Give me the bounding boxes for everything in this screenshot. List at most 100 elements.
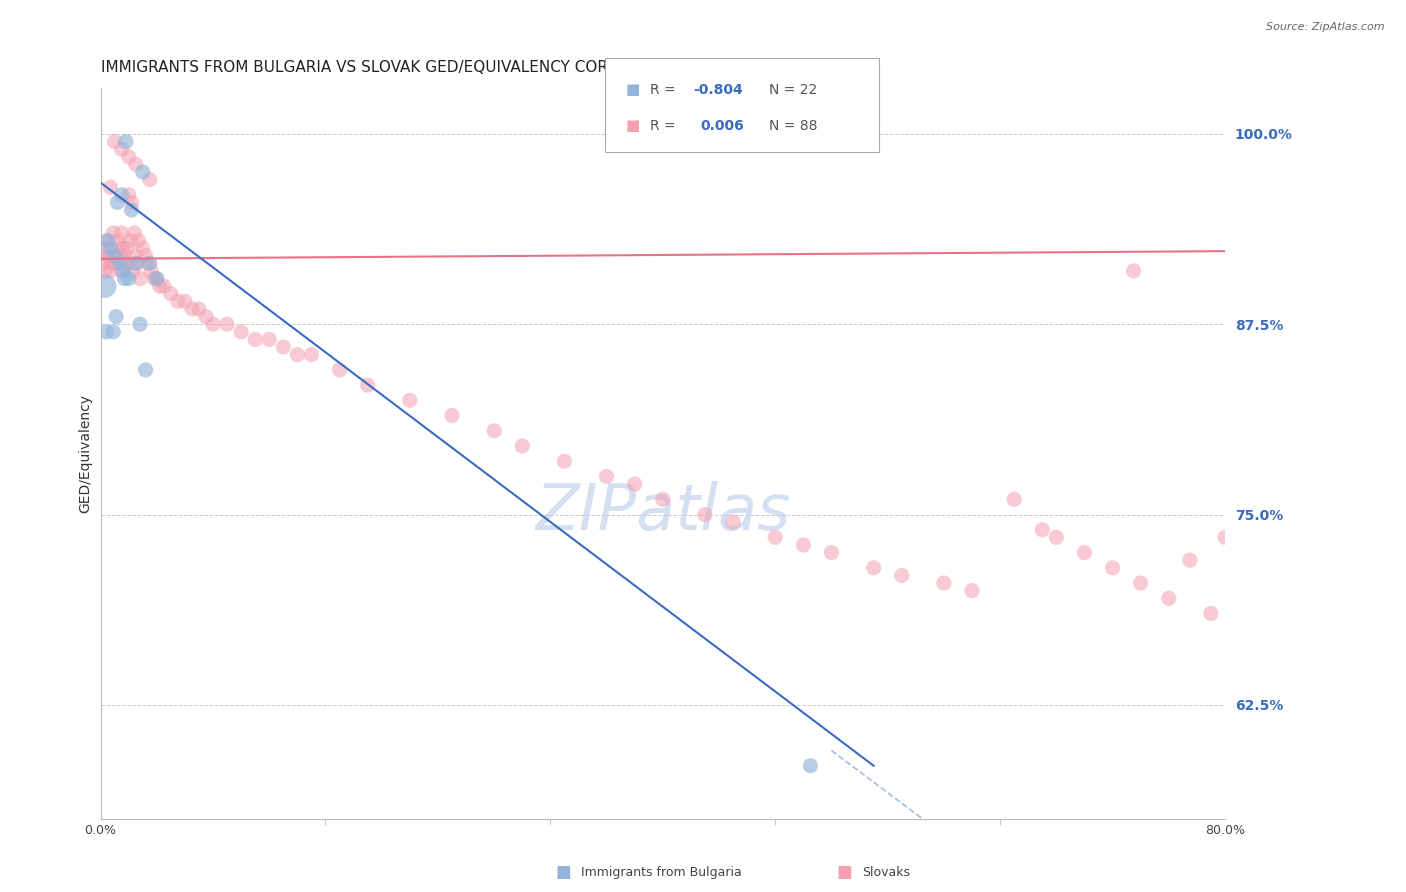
Point — [96, 325, 118, 339]
Point — [118, 271, 141, 285]
Point — [146, 271, 169, 285]
Point — [299, 348, 322, 362]
Point — [107, 195, 129, 210]
Point — [721, 515, 744, 529]
Point — [100, 264, 122, 278]
Point — [96, 241, 118, 255]
Point — [356, 378, 378, 392]
Point — [1178, 553, 1201, 567]
Point — [1199, 607, 1222, 621]
Point — [105, 249, 128, 263]
Point — [202, 317, 225, 331]
Point — [149, 279, 172, 293]
Point — [115, 256, 138, 270]
Point — [114, 271, 136, 285]
Point — [115, 135, 138, 149]
Point — [932, 576, 955, 591]
Point — [1031, 523, 1053, 537]
Point — [231, 325, 253, 339]
Text: ■: ■ — [626, 119, 640, 134]
Point — [110, 249, 132, 263]
Point — [121, 202, 143, 217]
Text: ■: ■ — [837, 863, 852, 881]
Point — [127, 256, 149, 270]
Text: 0.006: 0.006 — [700, 119, 744, 133]
Point — [1002, 492, 1025, 507]
Point — [174, 294, 197, 309]
Point — [623, 477, 645, 491]
Point — [146, 271, 169, 285]
Point — [118, 150, 141, 164]
Point — [135, 249, 157, 263]
Point — [960, 583, 983, 598]
Point — [128, 234, 150, 248]
Point — [100, 241, 122, 255]
Point — [125, 249, 148, 263]
Point — [328, 363, 350, 377]
Point — [273, 340, 295, 354]
Point — [181, 301, 204, 316]
Point — [94, 279, 117, 293]
Point — [510, 439, 533, 453]
Point — [112, 241, 135, 255]
Point — [125, 157, 148, 171]
Point — [93, 256, 115, 270]
Point — [153, 279, 176, 293]
Point — [98, 249, 121, 263]
Point — [167, 294, 190, 309]
Point — [97, 234, 120, 248]
Text: ■: ■ — [626, 82, 640, 97]
Point — [862, 561, 884, 575]
Point — [651, 492, 673, 507]
Point — [122, 264, 145, 278]
Point — [125, 256, 148, 270]
Point — [143, 271, 166, 285]
Text: Slovaks: Slovaks — [862, 866, 910, 879]
Point — [97, 234, 120, 248]
Point — [398, 393, 420, 408]
Point — [259, 333, 281, 347]
Text: R =: R = — [650, 119, 683, 133]
Point — [107, 234, 129, 248]
Point — [104, 256, 127, 270]
Point — [110, 256, 132, 270]
Text: Source: ZipAtlas.com: Source: ZipAtlas.com — [1267, 22, 1385, 32]
Point — [440, 409, 463, 423]
Point — [118, 256, 141, 270]
Point — [100, 180, 122, 194]
Point — [135, 363, 157, 377]
Point — [111, 142, 134, 156]
Text: -0.804: -0.804 — [693, 83, 742, 96]
Point — [138, 256, 160, 270]
Point — [1101, 561, 1123, 575]
Text: N = 88: N = 88 — [769, 119, 817, 133]
Point — [195, 310, 218, 324]
Point — [112, 264, 135, 278]
Point — [763, 530, 786, 544]
Point — [103, 325, 125, 339]
Point — [108, 241, 131, 255]
Text: ZIPatlas: ZIPatlas — [536, 481, 790, 543]
Point — [121, 195, 143, 210]
Point — [141, 264, 163, 278]
Point — [139, 172, 162, 186]
Point — [1213, 530, 1236, 544]
Point — [132, 241, 155, 255]
Point — [890, 568, 912, 582]
Y-axis label: GED/Equivalency: GED/Equivalency — [79, 394, 93, 513]
Point — [103, 226, 125, 240]
Point — [118, 187, 141, 202]
Text: R =: R = — [650, 83, 679, 96]
Point — [114, 249, 136, 263]
Point — [287, 348, 309, 362]
Point — [595, 469, 617, 483]
Text: IMMIGRANTS FROM BULGARIA VS SLOVAK GED/EQUIVALENCY CORRELATION CHART: IMMIGRANTS FROM BULGARIA VS SLOVAK GED/E… — [101, 60, 740, 75]
Text: ■: ■ — [555, 863, 571, 881]
Point — [104, 249, 127, 263]
Point — [139, 256, 162, 270]
Point — [97, 249, 120, 263]
Point — [160, 286, 183, 301]
Point — [799, 758, 821, 772]
Text: Immigrants from Bulgaria: Immigrants from Bulgaria — [581, 866, 741, 879]
Point — [120, 234, 142, 248]
